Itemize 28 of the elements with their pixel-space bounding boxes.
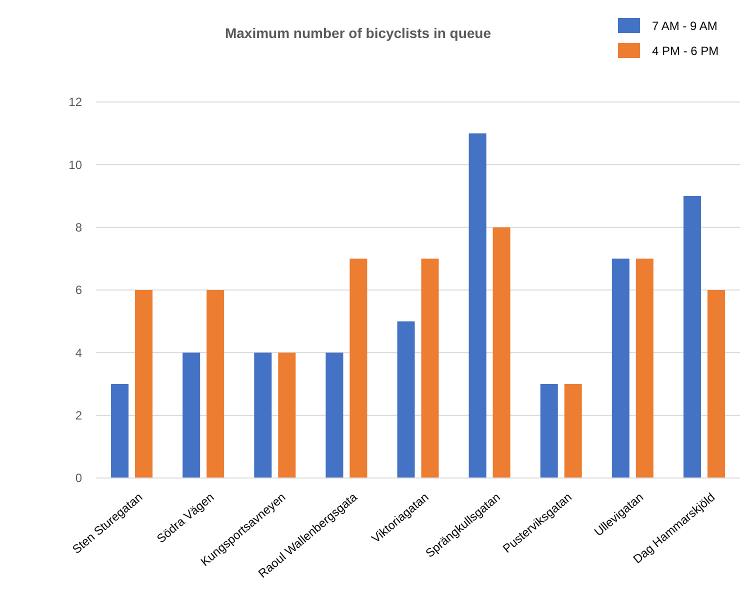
- y-tick-label: 6: [75, 283, 82, 298]
- bar: [111, 384, 129, 478]
- bar: [135, 290, 153, 478]
- bar: [397, 321, 415, 478]
- bar: [206, 290, 224, 478]
- bar: [326, 352, 344, 478]
- bar: [350, 258, 368, 478]
- y-tick-label: 12: [68, 95, 82, 110]
- y-tick-label: 4: [75, 346, 82, 360]
- bar: [182, 352, 200, 478]
- y-tick-label: 8: [75, 220, 82, 235]
- bar: [254, 352, 272, 478]
- bar: [683, 196, 701, 478]
- bar: [421, 258, 439, 478]
- bar: [492, 227, 510, 478]
- y-tick-label: 0: [75, 471, 82, 486]
- bar: [612, 258, 630, 478]
- chart-title: Maximum number of bicyclists in queue: [224, 25, 492, 41]
- bar: [564, 384, 582, 478]
- legend-label: 7 AM - 9 AM: [652, 19, 718, 34]
- bar: [636, 258, 654, 478]
- bar: [540, 384, 558, 478]
- bar: [707, 290, 725, 478]
- legend-label: 4 PM - 6 PM: [652, 44, 719, 58]
- y-tick-label: 2: [75, 408, 82, 423]
- y-tick-label: 10: [68, 158, 82, 172]
- bar: [468, 133, 486, 478]
- bar: [278, 352, 296, 478]
